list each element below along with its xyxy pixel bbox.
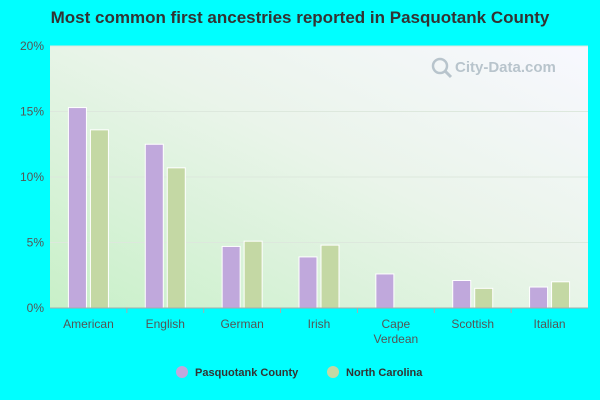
legend-label: North Carolina — [346, 367, 423, 379]
y-tick-label: 20% — [20, 39, 44, 53]
x-tick-label: Scottish — [451, 317, 494, 331]
bar — [67, 107, 87, 309]
legend-swatch — [327, 366, 339, 378]
x-tick-label: Italian — [534, 317, 566, 331]
y-tick-label: 15% — [20, 105, 44, 119]
magnifier-handle — [443, 69, 453, 79]
magnifier-icon — [431, 57, 449, 75]
x-tick-label: American — [63, 317, 114, 331]
x-tick-label: Verdean — [373, 332, 418, 346]
y-tick-label: 5% — [27, 236, 45, 250]
bars — [67, 107, 571, 309]
bar — [551, 281, 571, 309]
watermark: City-Data.com — [431, 57, 556, 79]
grid — [50, 45, 588, 243]
bar — [166, 167, 186, 309]
bar — [298, 256, 318, 309]
bar — [529, 286, 549, 309]
legend: Pasquotank County North Carolina — [176, 366, 423, 379]
bar — [89, 129, 109, 309]
x-tick-label: Cape — [382, 317, 411, 331]
x-tick-label: German — [220, 317, 263, 331]
bar — [243, 240, 263, 309]
bar — [221, 245, 241, 309]
bar — [474, 287, 494, 309]
y-tick-label: 0% — [27, 301, 45, 315]
chart-title: Most common first ancestries reported in… — [50, 8, 550, 27]
x-tick-label: English — [146, 317, 185, 331]
bar — [144, 143, 164, 309]
y-tick-label: 10% — [20, 170, 44, 184]
y-axis: 0% 5% 10% 15% 20% — [20, 39, 588, 315]
legend-swatch — [176, 366, 188, 378]
bar — [452, 279, 472, 309]
bar — [320, 244, 340, 309]
legend-label: Pasquotank County — [195, 367, 299, 379]
watermark-text: City-Data.com — [455, 59, 556, 76]
x-tick-label: Irish — [308, 317, 331, 331]
bar — [375, 273, 395, 309]
